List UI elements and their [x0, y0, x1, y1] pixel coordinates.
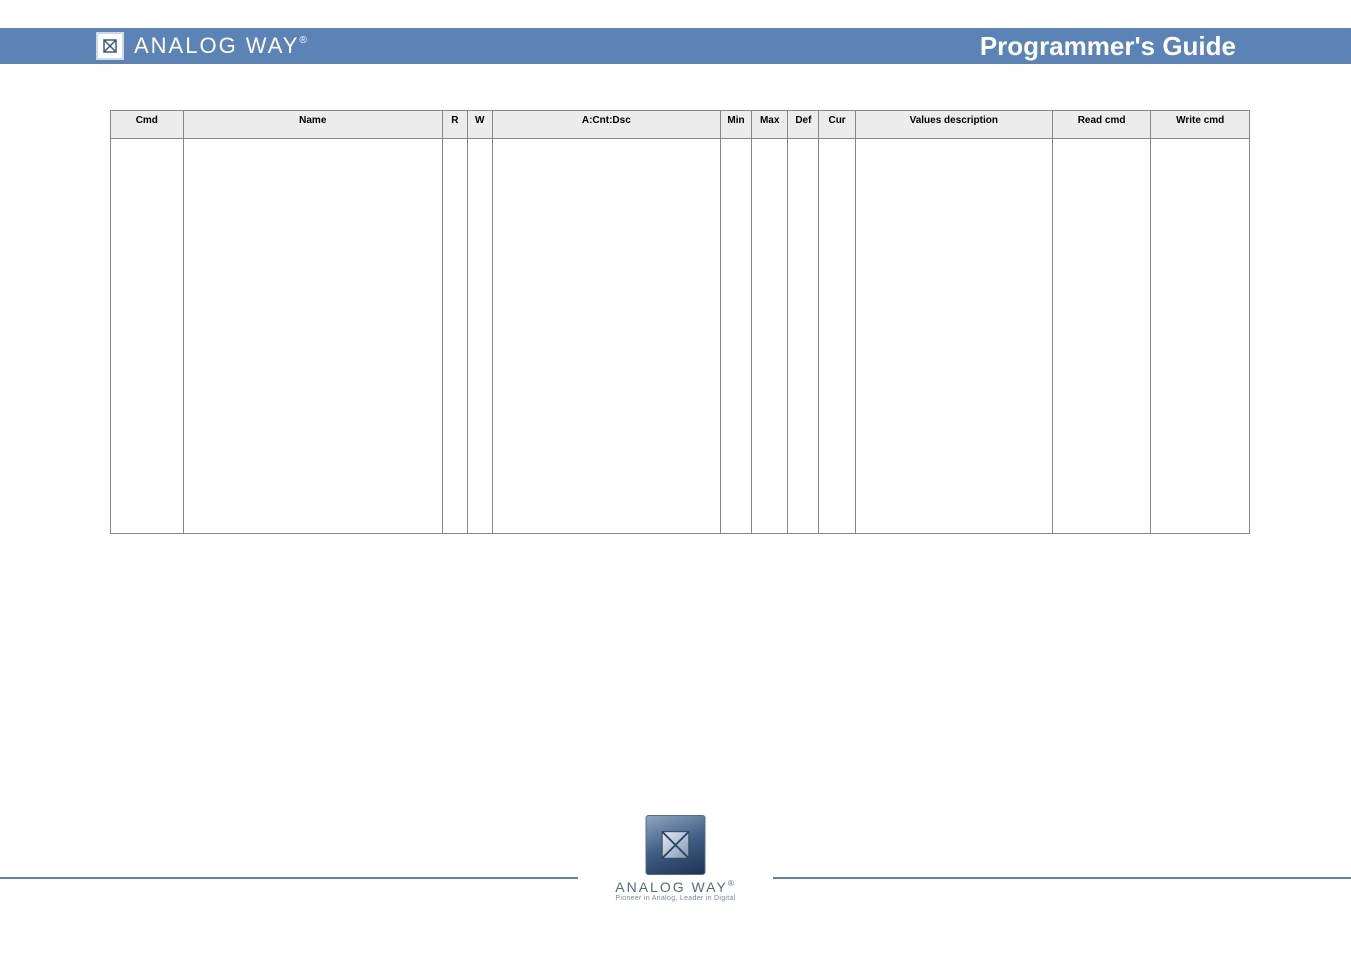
col-def: Def [788, 111, 819, 139]
footer-brand-name: ANALOG WAY [615, 879, 728, 895]
cell-read [1052, 139, 1151, 534]
command-table-wrap: Cmd Name R W A:Cnt:Dsc Min Max Def Cur V… [110, 110, 1250, 534]
doc-title: Programmer's Guide [980, 31, 1236, 62]
table-body [111, 139, 1250, 534]
footer-brand: ANALOG WAY® [578, 879, 773, 895]
cell-max [752, 139, 788, 534]
col-read: Read cmd [1052, 111, 1151, 139]
col-name: Name [183, 111, 442, 139]
table-header-row: Cmd Name R W A:Cnt:Dsc Min Max Def Cur V… [111, 111, 1250, 139]
brand-text: ANALOG WAY® [134, 33, 309, 59]
col-cur: Cur [819, 111, 855, 139]
col-w: W [467, 111, 492, 139]
col-min: Min [720, 111, 751, 139]
cell-r [442, 139, 467, 534]
col-r: R [442, 111, 467, 139]
cell-cmd [111, 139, 184, 534]
footer-brand-reg: ® [728, 879, 736, 888]
brand-logo-icon [96, 32, 124, 60]
footer-logo-icon [646, 815, 706, 875]
table-head: Cmd Name R W A:Cnt:Dsc Min Max Def Cur V… [111, 111, 1250, 139]
col-a: A:Cnt:Dsc [492, 111, 720, 139]
footer-rule-left [0, 877, 578, 879]
cell-min [720, 139, 751, 534]
col-max: Max [752, 111, 788, 139]
brand-reg: ® [299, 35, 308, 46]
col-cmd: Cmd [111, 111, 184, 139]
cell-w [467, 139, 492, 534]
command-table: Cmd Name R W A:Cnt:Dsc Min Max Def Cur V… [110, 110, 1250, 534]
cell-write [1151, 139, 1250, 534]
cell-values [855, 139, 1052, 534]
footer-logo: ANALOG WAY® Pioneer in Analog, Leader in… [578, 815, 773, 902]
cell-a [492, 139, 720, 534]
cell-cur [819, 139, 855, 534]
header-bar: ANALOG WAY® Programmer's Guide [0, 28, 1351, 64]
footer-tagline: Pioneer in Analog, Leader in Digital [578, 895, 773, 902]
cell-def [788, 139, 819, 534]
footer-rule-right [773, 877, 1351, 879]
cell-name [183, 139, 442, 534]
brand-name: ANALOG WAY [134, 33, 299, 58]
page: ANALOG WAY® Programmer's Guide Cmd Name … [0, 0, 1351, 954]
table-row [111, 139, 1250, 534]
col-write: Write cmd [1151, 111, 1250, 139]
col-values: Values description [855, 111, 1052, 139]
